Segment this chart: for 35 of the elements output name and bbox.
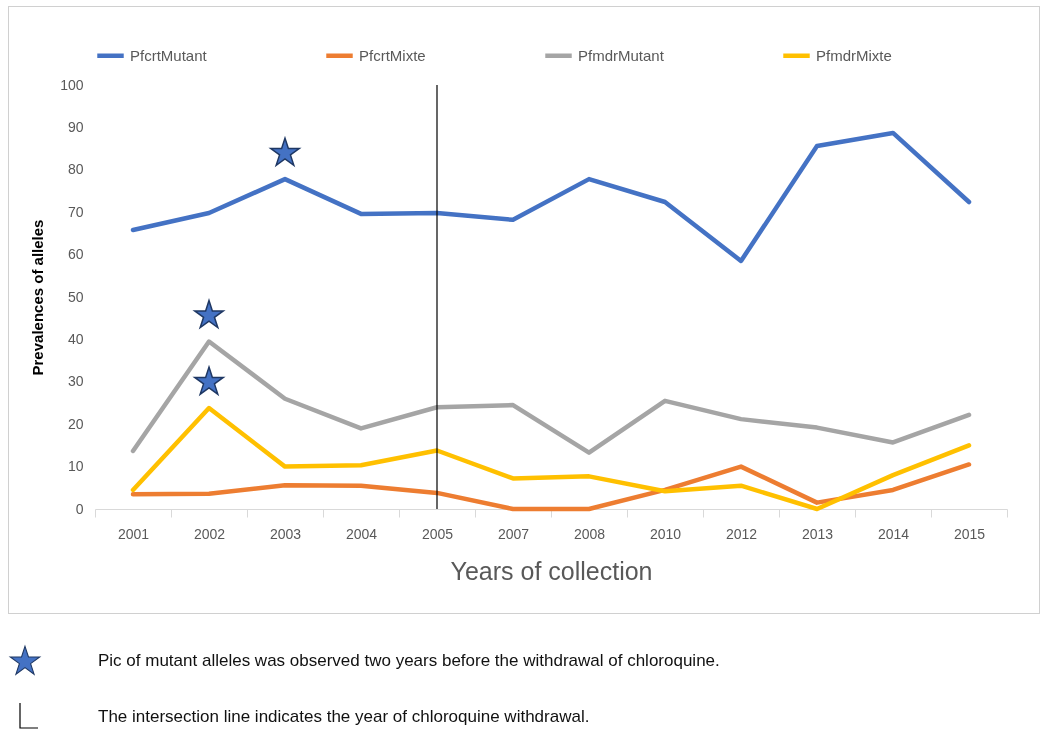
x-tick-label: 2008 <box>573 525 606 542</box>
y-tick-label: 10 <box>67 458 84 475</box>
x-tick-label: 2014 <box>877 525 910 542</box>
x-tick-label: 2002 <box>193 525 226 542</box>
x-tick-label: 2003 <box>269 525 302 542</box>
legend-label: PfmdrMixte <box>816 46 892 64</box>
x-tick-label: 2012 <box>725 525 758 542</box>
y-axis-title: Prevalences of alleles <box>29 219 47 376</box>
text: The intersection line indicates the year of chloroquine withdrawal. <box>98 707 590 727</box>
line-series <box>130 130 972 264</box>
line-series <box>130 339 972 455</box>
x-axis-title: Years of collection <box>450 556 653 585</box>
text: Pic of mutant alleles was observed two years before the withdrawal of chloroquine. <box>98 651 720 671</box>
x-tick-label: 2007 <box>497 525 530 542</box>
legend-label: PfcrtMixte <box>359 46 426 64</box>
x-tick-label: 2005 <box>421 525 454 542</box>
y-tick-label: 90 <box>67 118 84 135</box>
x-tick-label: 2004 <box>345 525 378 542</box>
y-tick-label: 30 <box>67 373 84 390</box>
y-tick-label: 0 <box>75 500 84 517</box>
x-tick-label: 2015 <box>953 525 986 542</box>
line-series <box>130 405 972 512</box>
x-tick-label: 2010 <box>649 525 682 542</box>
line-series <box>130 462 972 512</box>
y-tick-label: 60 <box>67 246 84 263</box>
legend-label: PfmdrMutant <box>578 46 665 64</box>
y-tick-label: 40 <box>67 330 84 347</box>
x-tick-label: 2001 <box>117 525 150 542</box>
y-tick-label: 100 <box>60 76 84 93</box>
y-tick-label: 70 <box>67 203 84 220</box>
legend-label: PfcrtMutant <box>130 46 208 64</box>
y-tick-label: 80 <box>67 161 84 178</box>
x-tick-label: 2013 <box>801 525 834 542</box>
y-tick-label: 20 <box>67 415 84 432</box>
y-tick-label: 50 <box>67 288 84 305</box>
